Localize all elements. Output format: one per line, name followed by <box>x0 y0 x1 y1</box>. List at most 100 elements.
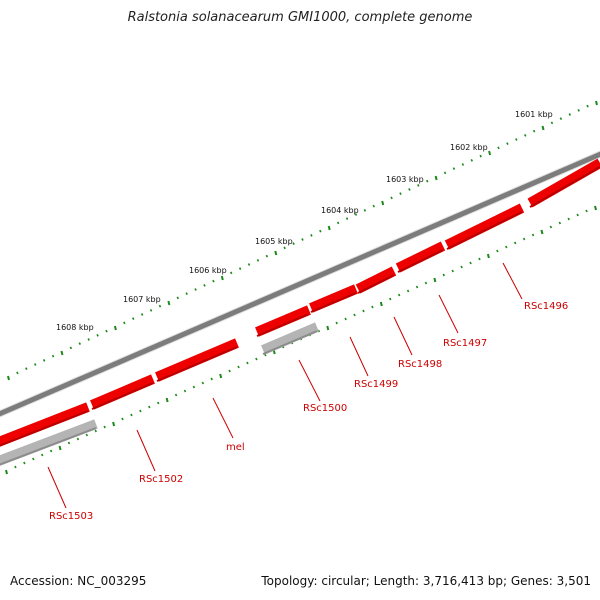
inner-scale-tick <box>594 205 597 211</box>
outer-scale-tick <box>212 279 215 283</box>
scale-label-1602: 1602 kbp <box>450 143 488 152</box>
inner-scale-tick <box>415 285 419 289</box>
genome-backbone <box>0 150 600 418</box>
leader-rsc1500 <box>298 359 321 402</box>
outer-scale-tick <box>185 292 188 296</box>
outer-scale-tick <box>247 263 251 266</box>
gene-arrow-rsc1496 <box>444 203 525 250</box>
outer-scale-tick <box>461 163 465 166</box>
outer-scale-tick <box>470 158 473 162</box>
inner-scale-tick <box>165 397 169 403</box>
scale-label-1603: 1603 kbp <box>386 175 424 184</box>
outer-scale-tick <box>568 113 571 116</box>
outer-scale-tick <box>417 183 420 187</box>
outer-scale-tick <box>488 150 492 156</box>
outer-scale-tick <box>158 304 162 308</box>
gene-label-rsc1500: RSc1500 <box>303 403 347 414</box>
outer-scale-tick <box>443 171 447 175</box>
leader-rsc1497 <box>438 294 459 334</box>
inner-scale-tick <box>451 269 454 273</box>
scale-label-1606: 1606 kbp <box>189 266 227 275</box>
outer-scale-ticks <box>7 100 598 381</box>
inner-scale-tick <box>94 429 97 433</box>
gene-arrow-rsc1503-shade <box>0 427 97 466</box>
inner-scale-tick <box>32 457 35 461</box>
outer-scale-tick <box>123 321 126 325</box>
outer-scale-tick <box>559 117 563 121</box>
inner-scale-tick <box>49 449 53 453</box>
inner-scale-tick <box>317 329 321 333</box>
gene-arrow-rsc1502b <box>0 402 90 447</box>
inner-scale-tick <box>58 445 62 451</box>
inner-scale-tick <box>478 257 481 261</box>
inner-scale-tick <box>486 253 490 259</box>
inner-scale-tick <box>397 293 401 297</box>
inner-scale-tick <box>237 365 240 369</box>
outer-scale-tick <box>274 250 278 256</box>
leader-rsc1498 <box>393 316 413 356</box>
scale-labels: 1601 kbp 1602 kbp 1603 kbp 1604 kbp 1605… <box>56 110 553 332</box>
outer-scale-tick <box>78 342 81 346</box>
gene-arrow-rsc1503 <box>0 419 98 466</box>
leader-rsc1499 <box>349 336 369 377</box>
inner-scale-tick <box>549 225 553 229</box>
gene-arrow-rsc1499-shade <box>310 292 357 313</box>
accession-text: Accession: NC_003295 <box>10 574 147 588</box>
gene-features <box>0 158 600 466</box>
outer-scale-tick <box>60 350 64 356</box>
outer-scale-tick <box>327 225 331 231</box>
inner-scale-tick <box>353 313 356 317</box>
gene-label-leaders <box>47 262 523 509</box>
outer-scale-tick <box>434 175 438 181</box>
inner-scale-tick <box>442 273 446 277</box>
gene-labels: RSc1496 RSc1497 RSc1498 RSc1499 RSc1500 … <box>49 301 568 522</box>
inner-scale-tick <box>576 213 579 217</box>
outer-scale-tick <box>541 125 545 131</box>
outer-scale-tick <box>87 338 90 341</box>
outer-scale-tick <box>69 346 73 350</box>
outer-scale-tick <box>479 154 482 158</box>
outer-scale-tick <box>96 333 99 337</box>
outer-scale-tick <box>524 133 527 137</box>
outer-scale-tick <box>194 288 197 291</box>
inner-scale-tick <box>174 393 178 397</box>
outer-scale-tick <box>140 313 144 316</box>
inner-scale-tick <box>585 209 588 213</box>
inner-scale-tick <box>103 425 106 429</box>
gene-arrow-rsc1497-shade <box>397 249 444 273</box>
gene-arrow-rsc1496-shade <box>446 211 523 250</box>
outer-scale-tick <box>176 296 179 300</box>
inner-scale-tick <box>246 361 249 365</box>
outer-scale-tick <box>203 283 206 287</box>
inner-scale-tick <box>540 229 544 235</box>
outer-scale-tick <box>51 354 55 358</box>
outer-scale-tick <box>363 208 367 212</box>
outer-scale-tick <box>426 179 429 183</box>
outer-scale-tick <box>408 188 411 191</box>
gene-arrow-rsc1499 <box>309 284 358 313</box>
outer-scale-tick <box>265 254 269 258</box>
inner-scale-tick <box>255 357 258 361</box>
inner-scale-tick <box>362 309 365 313</box>
gene-arrow-rsc1495-shade <box>529 166 600 208</box>
leader-mel <box>212 397 234 439</box>
scale-label-1604: 1604 kbp <box>321 206 359 215</box>
leader-rsc1496 <box>502 262 523 300</box>
inner-scale-tick <box>201 381 205 385</box>
outer-scale-tick <box>586 104 589 108</box>
outer-scale-tick <box>113 325 117 331</box>
inner-scale-tick <box>326 325 330 331</box>
gene-label-rsc1503: RSc1503 <box>49 511 93 522</box>
inner-scale-tick <box>379 301 383 307</box>
gene-arrow-mel-shade <box>156 346 238 382</box>
outer-scale-tick <box>292 242 295 246</box>
inner-scale-ticks <box>5 205 597 475</box>
inner-scale-tick <box>76 437 80 441</box>
outer-scale-tick <box>256 258 260 262</box>
inner-scale-tick <box>67 441 71 445</box>
inner-scale-tick <box>567 217 570 221</box>
outer-scale-tick <box>319 229 322 233</box>
gene-label-rsc1496: RSc1496 <box>524 301 568 312</box>
outer-scale-tick <box>149 308 153 312</box>
